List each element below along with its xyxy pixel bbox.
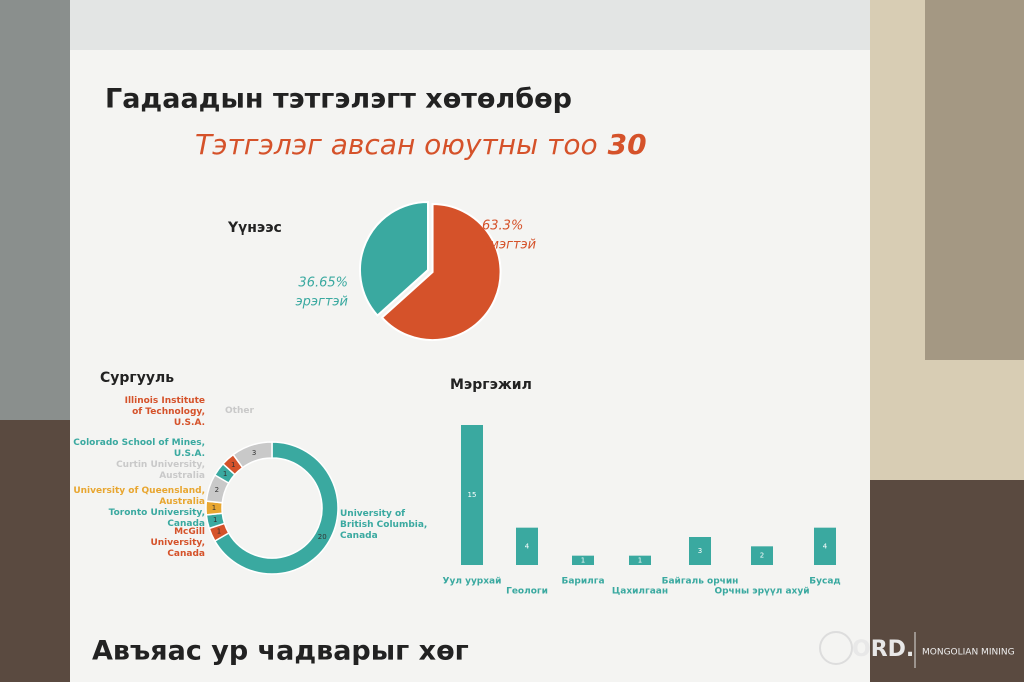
bar-value-label: 2: [760, 552, 764, 560]
donut-segment: [232, 441, 273, 469]
bar-value-label: 1: [638, 556, 642, 564]
logo-icon: [819, 631, 853, 665]
watermark-logo: ORD.: [852, 637, 914, 662]
x-tick-label: Цахилгаан: [612, 587, 668, 597]
bar-value-label: 15: [468, 491, 477, 499]
poster-top: [70, 0, 870, 50]
bar: [751, 546, 773, 565]
left-window: [0, 0, 70, 420]
donut-value-label: 1: [213, 516, 217, 524]
donut-value-label: 20: [318, 533, 327, 541]
bar: [689, 537, 711, 565]
bar: [461, 425, 483, 565]
x-tick-label: Орчны эрүүл ахуй: [714, 587, 809, 597]
pie-category-label: эмэгтэй: [482, 238, 536, 253]
title: Гадаадын тэтгэлэгт хөтөлбөр: [105, 84, 572, 115]
footer-text: Авъяас ур чадварыг хөг: [92, 636, 469, 667]
donut-title: Сургууль: [100, 370, 174, 386]
donut-category-label: Toronto University, Canada: [108, 508, 205, 529]
donut-value-label: 1: [217, 528, 221, 536]
donut-category-label: Colorado School of Mines, U.S.A.: [73, 438, 205, 459]
watermark-caption: MONGOLIAN MINING: [922, 648, 1015, 658]
donut-value-label: 2: [215, 486, 219, 494]
donut-segment: [213, 441, 339, 575]
x-tick-label: Бусад: [809, 577, 840, 587]
poster: [70, 0, 870, 682]
bar: [814, 527, 836, 565]
subtitle: Тэтгэлэг авсан оюутны тоо 30: [195, 128, 647, 161]
donut-value-label: 1: [212, 504, 216, 512]
donut-value-label: 1: [223, 470, 227, 478]
subtitle-text: Тэтгэлэг авсан оюутны тоо: [195, 128, 598, 161]
donut-value-label: 1: [231, 461, 235, 469]
donut-category-label: McGill University, Canada: [150, 527, 205, 559]
bar-value-label: 1: [581, 556, 585, 564]
pie-value-label: 36.65%: [298, 276, 348, 291]
donut-category-label: University of British Columbia, Canada: [340, 509, 428, 541]
bar: [629, 555, 651, 565]
bar-value-label: 4: [525, 542, 530, 550]
pie-slice: [380, 203, 502, 341]
bar-value-label: 4: [823, 542, 828, 550]
donut-value-label: 3: [252, 449, 256, 457]
bar-title: Мэргэжил: [450, 377, 532, 393]
donut-category-label: University of Queensland, Australia: [73, 486, 205, 507]
x-tick-label: Байгаль орчин: [662, 577, 739, 587]
pie-value-label: 63.3%: [482, 219, 523, 234]
bar: [516, 527, 538, 565]
donut-category-label: Curtin University, Australia: [116, 460, 205, 481]
pie-category-label: эрэгтэй: [295, 295, 348, 310]
total: 30: [608, 128, 647, 161]
pie-title: Үүнээс: [227, 220, 282, 236]
donut-category-label: Other: [225, 406, 254, 416]
x-tick-label: Геологи: [506, 587, 548, 597]
bar: [572, 555, 594, 565]
bar-value-label: 3: [698, 547, 702, 555]
x-tick-label: Уул уурхай: [443, 577, 502, 587]
x-tick-label: Барилга: [561, 577, 604, 587]
right-frame: [925, 0, 1024, 360]
donut-category-label: Illinois Institute of Technology, U.S.A.: [124, 396, 205, 428]
pie-slice: [359, 200, 429, 317]
